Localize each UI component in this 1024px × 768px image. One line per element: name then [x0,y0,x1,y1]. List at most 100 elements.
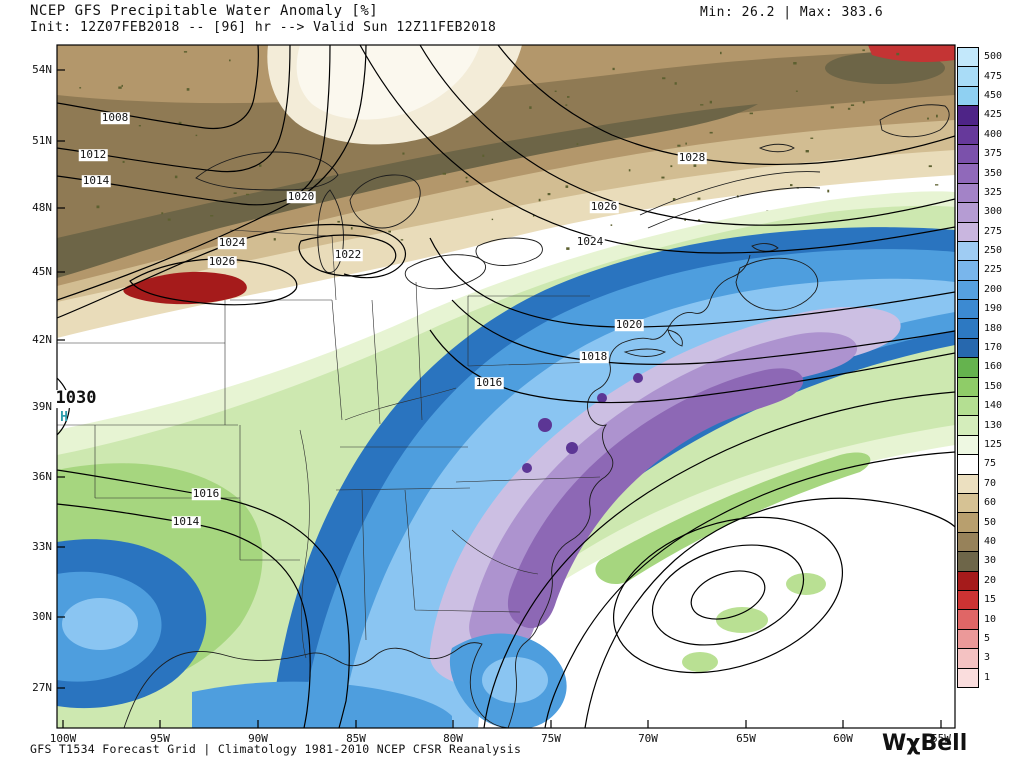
colorbar-value: 275 [984,225,1003,237]
colorbar-level: 10 [957,609,1002,630]
region-red-ne-sliver [868,45,955,63]
lake-erie [404,254,486,290]
terrain-speckle [862,101,865,104]
colorbar-swatch [957,163,979,184]
colorbar-swatch [957,531,979,553]
terrain-speckle [538,198,541,202]
map-frame [56,44,956,729]
terrain-speckle [830,106,834,109]
region-gulfcoast-strip [192,681,452,728]
colorbar-value: 250 [984,245,1003,257]
terrain-speckle [790,184,793,187]
colorbar-value: 10 [984,613,997,625]
terrain-speckle [183,51,188,53]
colorbar-level: 190 [957,299,1003,320]
colorbar-value: 190 [984,303,1003,315]
terrain-speckle [122,160,125,163]
region-mediumgreen-se-stripe [595,452,871,585]
terrain-speckle [195,134,198,137]
terrain-speckle [698,219,701,222]
colorbar-level: 150 [957,376,1002,398]
colorbar-swatch [957,318,979,339]
colorbar-value: 15 [984,594,997,606]
colorbar-swatch [957,260,979,281]
colorbar-swatch [957,376,979,398]
terrain-speckle [850,104,855,106]
terrain-speckle [936,114,938,118]
terrain-speckle [566,247,570,250]
terrain-speckle [442,172,446,175]
region-north-white-patch [296,45,480,120]
terrain-speckle [793,62,797,65]
colorbar-level: 225 [957,260,1003,281]
colorbar-level: 275 [957,221,1003,242]
contour-1030-arc [57,377,71,436]
colorbar-swatch [957,337,979,359]
colorbar-swatch [957,454,979,475]
colorbar-value: 325 [984,186,1003,198]
colorbar-value: 170 [984,342,1003,354]
colorbar-value: 75 [984,458,997,470]
terrain-speckle [273,238,276,241]
terrain-speckle [547,193,551,196]
terrain-speckle [529,106,532,109]
colorbar-level: 5 [957,628,1002,650]
contour-se-closed-outer [612,516,844,674]
contour-1026-closed [129,258,298,306]
contour-1020-nw [57,45,367,301]
colorbar-value: 70 [984,477,997,489]
terrain-speckle [576,143,579,145]
terrain-speckle [610,224,613,226]
terrain-speckle [896,52,900,56]
colorbar-swatch [957,279,979,301]
colorbar-level: 500 [957,47,1002,68]
colorbar-value: 40 [984,535,997,547]
terrain-speckle [709,100,712,104]
colorbar-swatch [957,609,979,630]
terrain-speckle [259,164,262,167]
terrain-speckle [847,107,851,110]
contour-1014-sw [57,503,311,728]
colorbar-level: 70 [957,473,1002,494]
colorbar-level: 75 [957,454,1002,475]
terrain-speckle [174,175,178,179]
colorbar-swatch [957,667,979,688]
cape-cod [667,329,683,347]
colorbar-swatch [957,357,979,378]
map-fill-layer [57,45,955,728]
colorbar-swatch [957,202,979,223]
contour-1012 [57,45,291,173]
wxbell-logo: WχBell [882,731,968,756]
anticosti-island [758,143,795,153]
st-lawrence [639,171,821,229]
colorbar-swatch [957,47,979,68]
terrain-speckle [697,197,701,200]
colorbar-swatch [957,570,979,591]
terrain-speckle [674,82,677,85]
colorbar-swatch [957,628,979,650]
colorbar-value: 225 [984,264,1003,276]
terrain-speckle [720,51,722,55]
terrain-speckle [677,144,681,147]
colorbar-value: 200 [984,283,1003,295]
contour-se-closed-inner [690,570,766,620]
contour-se-3 [584,497,955,728]
terrain-speckle [700,104,704,106]
contour-se-2 [544,451,955,728]
colorbar-swatch [957,299,979,320]
colorbar-swatch [957,415,979,436]
colorbar-swatch [957,221,979,242]
colorbar-swatch [957,85,979,107]
region-red-anomaly-blob [123,271,247,305]
geography-outlines [57,104,950,728]
terrain-speckle [805,150,809,153]
axis-ticks [57,69,942,728]
colorbar: 500 475 450 425 400 375 350 325 300 275 250 225 200 1… [957,47,1002,688]
colorbar-level: 180 [957,318,1002,339]
terrain-speckle [229,59,231,62]
terrain-speckle [465,180,469,183]
terrain-speckle [186,88,190,91]
terrain-speckle [210,215,214,217]
colorbar-swatch [957,648,979,669]
colorbar-level: 375 [957,143,1002,165]
